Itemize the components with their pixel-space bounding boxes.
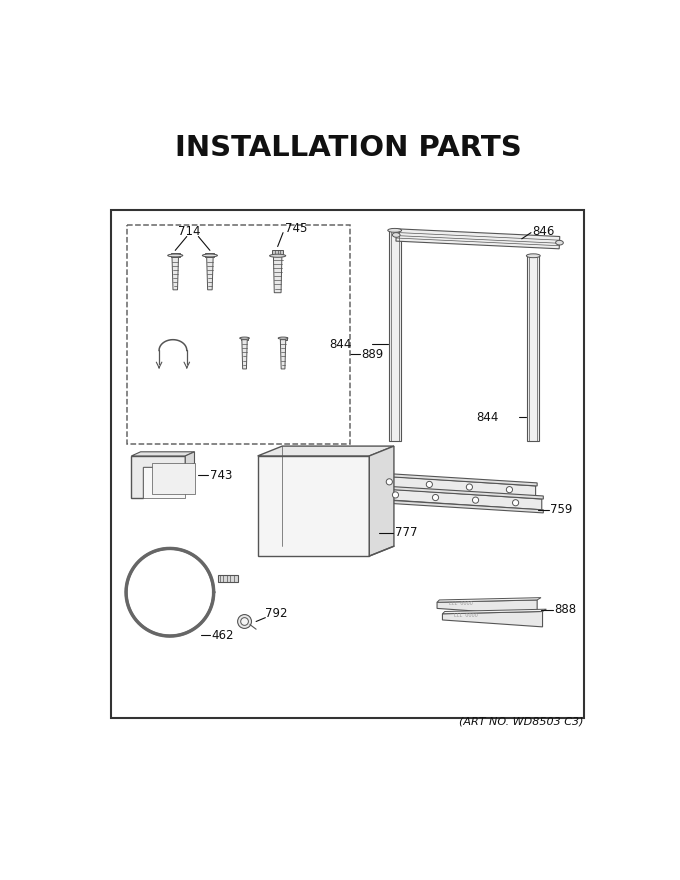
Polygon shape: [207, 258, 213, 290]
Bar: [388, 231, 401, 441]
Ellipse shape: [526, 253, 540, 258]
Polygon shape: [370, 499, 543, 513]
Polygon shape: [396, 229, 560, 249]
Bar: [272, 250, 283, 256]
Polygon shape: [172, 258, 178, 290]
Ellipse shape: [388, 229, 402, 232]
Text: 844: 844: [329, 338, 352, 351]
Text: LLL  0000: LLL 0000: [454, 612, 478, 618]
Ellipse shape: [269, 254, 286, 257]
Circle shape: [237, 614, 252, 628]
Circle shape: [241, 618, 248, 626]
Text: 777: 777: [394, 526, 418, 539]
Text: 714: 714: [178, 224, 201, 238]
Ellipse shape: [556, 240, 563, 245]
Text: (ART NO. WD8503 C3): (ART NO. WD8503 C3): [459, 716, 583, 727]
Polygon shape: [273, 256, 282, 293]
Text: 462: 462: [211, 629, 234, 642]
Bar: [218, 575, 237, 583]
Bar: [527, 256, 539, 441]
Ellipse shape: [203, 254, 218, 257]
Circle shape: [386, 479, 392, 485]
Ellipse shape: [239, 337, 250, 339]
Polygon shape: [370, 485, 543, 499]
Bar: [279, 336, 286, 340]
Polygon shape: [185, 451, 194, 467]
Ellipse shape: [278, 337, 288, 339]
Bar: [126, 225, 350, 444]
Bar: [112, 209, 584, 718]
Text: 792: 792: [265, 607, 288, 620]
Polygon shape: [280, 340, 286, 369]
Polygon shape: [443, 609, 547, 614]
Text: INSTALLATION PARTS: INSTALLATION PARTS: [175, 134, 522, 162]
Polygon shape: [370, 475, 536, 496]
Polygon shape: [131, 451, 194, 456]
Bar: [241, 336, 248, 340]
Circle shape: [392, 492, 398, 498]
Circle shape: [513, 500, 519, 506]
Polygon shape: [364, 486, 537, 500]
Polygon shape: [376, 488, 542, 510]
Text: 759: 759: [550, 503, 573, 517]
Ellipse shape: [168, 254, 183, 257]
Text: 743: 743: [210, 469, 233, 481]
Polygon shape: [258, 456, 369, 556]
Text: 745: 745: [286, 223, 308, 235]
Polygon shape: [131, 456, 185, 498]
Polygon shape: [369, 446, 394, 556]
Ellipse shape: [392, 232, 400, 238]
Polygon shape: [437, 600, 537, 615]
Bar: [171, 253, 180, 258]
Text: 844: 844: [476, 411, 498, 424]
Circle shape: [473, 497, 479, 503]
Polygon shape: [258, 446, 394, 456]
Circle shape: [432, 495, 439, 501]
Polygon shape: [242, 340, 248, 369]
Circle shape: [507, 487, 513, 493]
Polygon shape: [437, 598, 541, 602]
Text: 846: 846: [532, 224, 555, 238]
Circle shape: [426, 481, 432, 488]
Polygon shape: [143, 467, 185, 498]
Text: 889: 889: [362, 348, 384, 361]
Polygon shape: [152, 464, 194, 495]
Polygon shape: [443, 612, 543, 627]
Polygon shape: [364, 472, 537, 486]
Circle shape: [466, 484, 473, 490]
Bar: [205, 253, 214, 258]
Text: 888: 888: [554, 604, 576, 617]
Text: LLL  0000: LLL 0000: [449, 601, 473, 606]
